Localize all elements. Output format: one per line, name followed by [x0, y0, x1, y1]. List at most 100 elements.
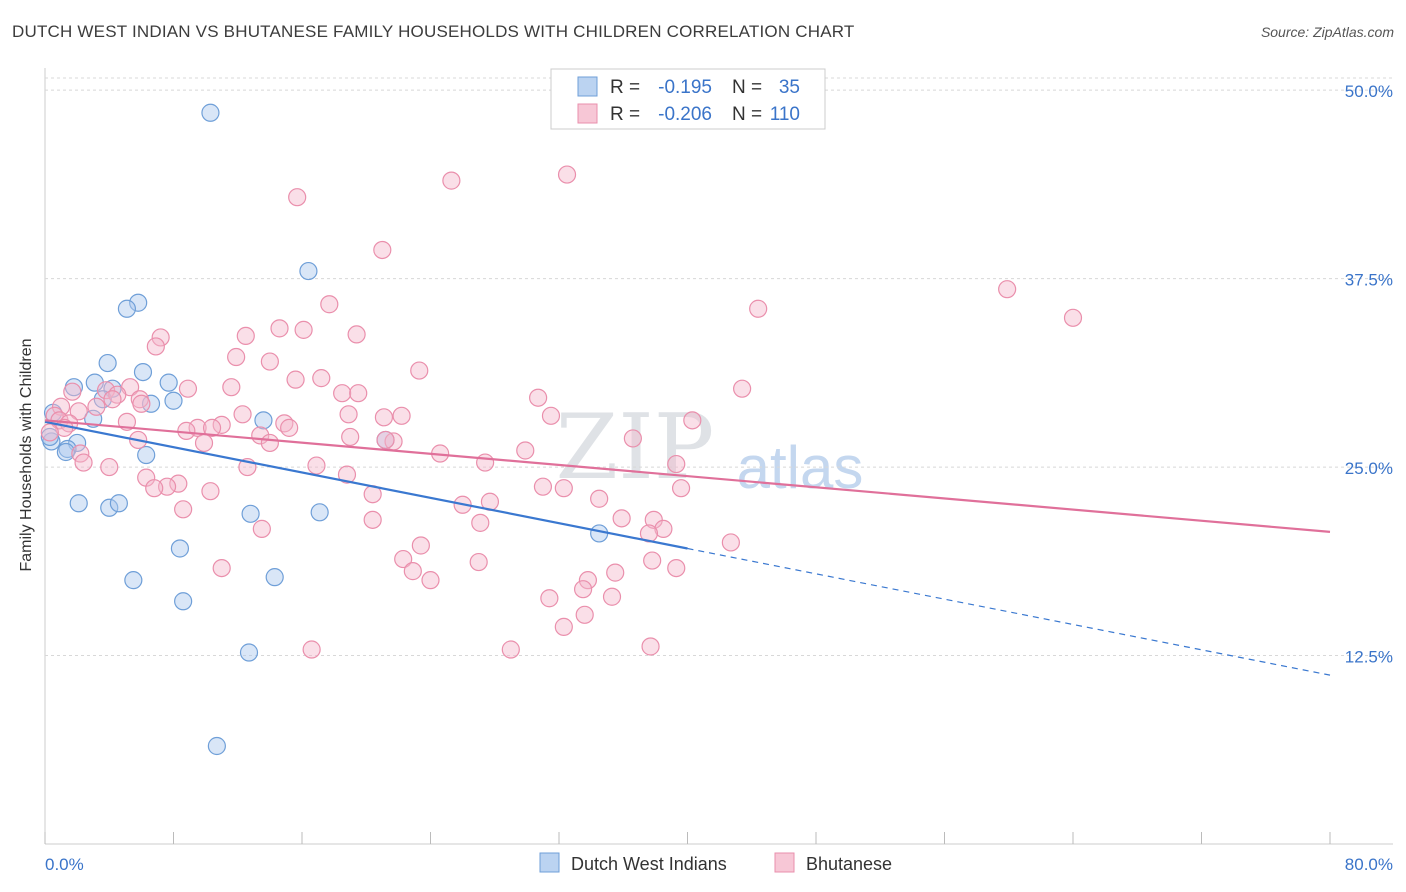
blue-point [109, 494, 128, 513]
source-label: Source: ZipAtlas.com [1260, 24, 1394, 40]
pink-point [270, 319, 289, 338]
blue-point [159, 373, 178, 392]
pink-point [302, 640, 321, 659]
legend-swatch-dutch-west-indians [539, 852, 560, 873]
blue-point [133, 362, 153, 382]
pink-point [236, 326, 255, 346]
pink-point [145, 479, 164, 498]
legend-label-dutch-west-indians: Dutch West Indians [571, 854, 727, 874]
n-label: N = [732, 104, 762, 125]
pink-point [671, 479, 691, 498]
blue-point [241, 504, 260, 523]
pink-point [602, 587, 622, 606]
pink-point [421, 571, 440, 590]
blue-point [265, 568, 284, 587]
pink-point [501, 640, 520, 659]
pink-point [100, 457, 119, 477]
pink-point [683, 411, 702, 430]
blue-point [170, 539, 190, 558]
blue-point [98, 353, 117, 373]
pink-point [194, 433, 214, 453]
pink-point [233, 405, 252, 424]
pink-point [469, 552, 488, 572]
pink-point [392, 406, 411, 425]
pink-point [69, 402, 88, 421]
blue-point [129, 293, 148, 312]
pink-point [374, 408, 394, 427]
pink-point [733, 379, 752, 398]
pink-point [177, 421, 196, 440]
stats-legend: R = -0.195 N = 35 R = -0.206 N = 110 [550, 68, 826, 130]
blue-point [40, 427, 59, 447]
pink-point [294, 320, 313, 339]
pink-point [320, 295, 339, 314]
pink-point [667, 454, 686, 474]
pink-point [554, 479, 573, 498]
pink-point [212, 558, 231, 578]
blue-point [137, 445, 156, 465]
legend-label-bhutanese: Bhutanese [806, 854, 892, 874]
legend-swatch-bhutanese [774, 852, 795, 873]
pink-point [363, 510, 382, 529]
pink-point [103, 390, 122, 409]
pink-point [641, 637, 660, 656]
pink-point [286, 370, 305, 389]
pink-point [476, 453, 495, 472]
pink-point [260, 433, 279, 453]
series-legend: Dutch West Indians Bhutanese [539, 852, 892, 874]
pink-point [557, 165, 577, 184]
pink-legend-swatch [577, 103, 598, 124]
y-tick-label: 37.5% [1345, 271, 1393, 290]
pink-point [341, 427, 360, 447]
y-tick-label: 25.0% [1345, 459, 1393, 478]
pink-point [201, 482, 220, 501]
series-blue-points [40, 103, 609, 756]
pink-point [590, 489, 609, 508]
watermark-zip: ZIP [556, 395, 715, 500]
blue-point [117, 299, 137, 318]
pink-point [643, 551, 662, 570]
pink-point [541, 406, 561, 425]
pink-point [87, 397, 106, 416]
pink-point [252, 519, 271, 538]
pink-point [403, 562, 422, 581]
n-value: 35 [779, 77, 800, 98]
pink-point [410, 361, 429, 380]
blue-point [124, 571, 143, 590]
blue-point [69, 494, 88, 513]
pink-point [575, 605, 594, 624]
pink-point [339, 405, 358, 424]
blue-point [207, 736, 226, 756]
pink-point [260, 352, 279, 371]
pink-point [151, 328, 170, 347]
pink-point [222, 378, 241, 397]
blue-point [299, 261, 318, 281]
pink-point [347, 325, 366, 344]
pink-point [1063, 308, 1083, 327]
series-pink-points [40, 165, 1083, 659]
pink-point [578, 571, 598, 590]
pink-point [749, 299, 768, 318]
blue-point [310, 503, 329, 522]
pink-point [40, 423, 59, 442]
pink-point [333, 384, 352, 403]
pink-point [667, 558, 686, 578]
pink-point [227, 347, 246, 367]
blue-point [174, 592, 193, 611]
pink-point [178, 379, 198, 398]
r-value: -0.206 [658, 104, 712, 125]
pink-point [63, 382, 82, 401]
blue-point [239, 643, 259, 662]
pink-point [540, 589, 559, 608]
pink-point [623, 429, 642, 448]
pink-point [174, 500, 193, 519]
blue-trend-line [44, 420, 688, 550]
pink-point [471, 513, 490, 532]
x-tick-label-max: 80.0% [1345, 855, 1393, 874]
blue-point [201, 103, 220, 122]
pink-point [998, 280, 1017, 299]
blue-trend-extension [687, 547, 1331, 676]
pink-point [132, 394, 151, 413]
pink-point [516, 441, 535, 460]
